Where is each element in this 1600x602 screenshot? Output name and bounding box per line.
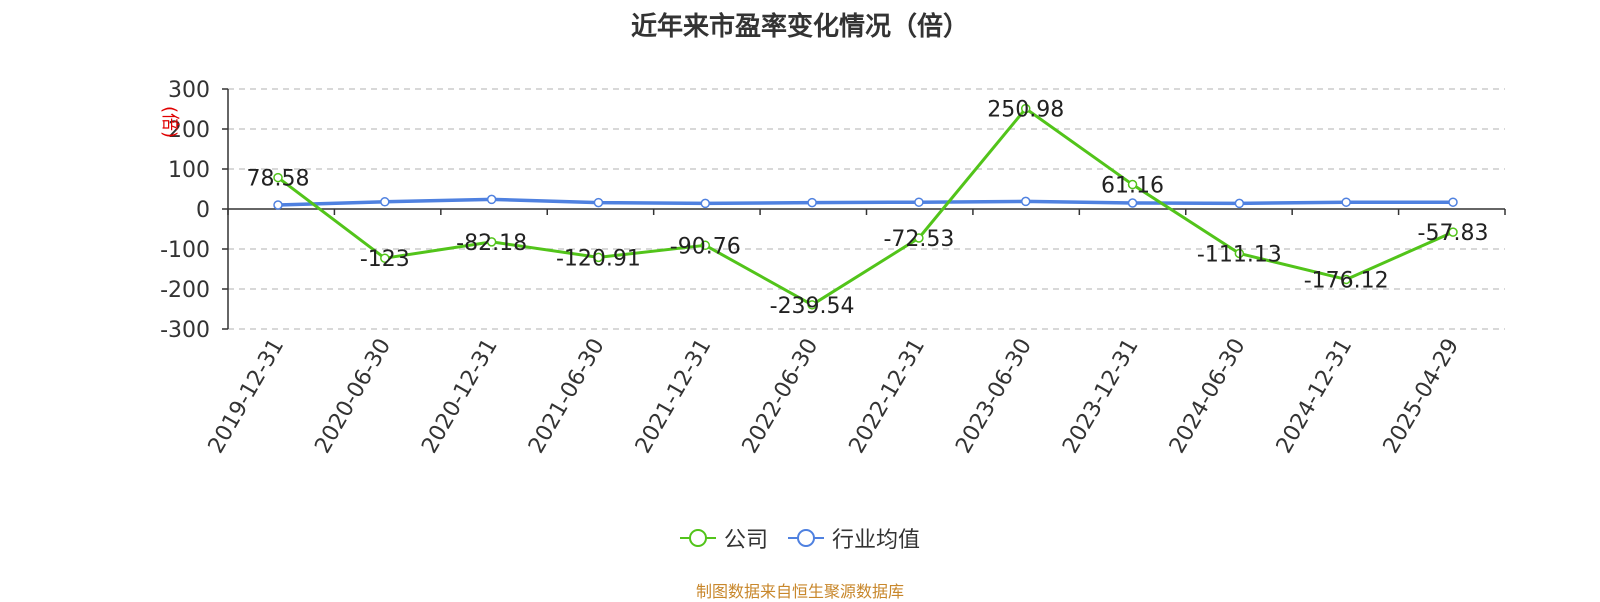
data-point bbox=[1341, 274, 1351, 285]
data-label: -239.54 bbox=[770, 294, 855, 319]
legend: 公司 行业均值 bbox=[0, 522, 1600, 554]
x-tick-label: 2022-06-30 bbox=[738, 335, 824, 458]
data-point bbox=[700, 198, 711, 209]
y-tick-label: -200 bbox=[160, 278, 210, 303]
x-tick-label: 2021-06-30 bbox=[524, 335, 610, 458]
data-point bbox=[1234, 198, 1245, 209]
data-point bbox=[486, 237, 497, 247]
data-point bbox=[914, 233, 924, 243]
y-tick-label: -100 bbox=[160, 238, 210, 263]
legend-item-company[interactable]: 公司 bbox=[679, 522, 768, 554]
data-label: -90.76 bbox=[670, 234, 741, 259]
data-label: -57.83 bbox=[1418, 221, 1489, 246]
x-tick-label: 2021-12-31 bbox=[631, 335, 717, 458]
source-note: 制图数据来自恒生聚源数据库 bbox=[695, 582, 904, 601]
data-label: -123 bbox=[360, 247, 410, 272]
x-tick-label: 2024-06-30 bbox=[1165, 335, 1251, 458]
data-point bbox=[807, 300, 817, 310]
data-label: -72.53 bbox=[883, 227, 954, 252]
legend-item-industry-average[interactable]: 行业均值 bbox=[788, 522, 920, 554]
data-point bbox=[1127, 198, 1138, 208]
data-point bbox=[1234, 248, 1245, 259]
data-label: 61.16 bbox=[1101, 174, 1164, 199]
x-tick-label: 2023-12-31 bbox=[1058, 335, 1144, 458]
x-tick-label: 2020-12-31 bbox=[417, 335, 503, 458]
legend-label-industry-average: 行业均值 bbox=[832, 528, 921, 553]
data-point bbox=[1020, 196, 1031, 207]
data-point bbox=[486, 194, 497, 205]
x-tick-label: 2020-06-30 bbox=[310, 335, 396, 458]
y-tick-label: 100 bbox=[168, 158, 210, 183]
legend-industry-average-icon bbox=[788, 529, 824, 547]
data-point bbox=[1341, 197, 1351, 207]
legend-label-company: 公司 bbox=[723, 528, 768, 553]
data-point bbox=[914, 197, 924, 207]
series-line-industry-average bbox=[277, 197, 1453, 207]
series-lines bbox=[273, 103, 1458, 310]
x-tick-label: 2019-12-31 bbox=[204, 335, 290, 458]
y-tick-label: -300 bbox=[160, 318, 210, 343]
data-label: 250.98 bbox=[987, 98, 1064, 123]
data-point bbox=[1448, 227, 1458, 237]
data-point bbox=[593, 252, 604, 263]
data-label: -120.91 bbox=[556, 246, 641, 271]
data-point bbox=[700, 240, 711, 251]
data-label: -176.12 bbox=[1304, 268, 1389, 293]
x-tick-label: 2022-12-31 bbox=[845, 335, 931, 458]
data-labels: 78.58 -123 -82.18 -120.91 -90.76 -239.54 -72.5… bbox=[247, 98, 1489, 319]
data-point bbox=[1127, 179, 1138, 190]
data-point bbox=[807, 197, 817, 208]
legend-company-icon bbox=[679, 529, 716, 547]
y-axis-label: (倍) bbox=[159, 106, 180, 138]
y-tick-label: 200 bbox=[168, 118, 210, 143]
data-label: -111.13 bbox=[1197, 242, 1282, 267]
y-tick-label: 0 bbox=[196, 198, 210, 223]
y-tick-label: 300 bbox=[168, 78, 210, 103]
chart-title: 近年来市盈率变化情况（倍） bbox=[630, 12, 969, 42]
data-point bbox=[273, 172, 283, 183]
data-point bbox=[1020, 103, 1031, 114]
data-label: -82.18 bbox=[456, 231, 527, 256]
data-point bbox=[1448, 197, 1458, 207]
data-point bbox=[380, 197, 390, 207]
data-point bbox=[273, 200, 283, 210]
x-tick-label: 2025-04-29 bbox=[1379, 335, 1465, 458]
series-line-company bbox=[277, 107, 1454, 307]
data-point bbox=[593, 197, 604, 208]
data-point bbox=[380, 253, 390, 263]
x-tick-label: 2024-12-31 bbox=[1272, 335, 1358, 458]
data-label: 78.58 bbox=[247, 167, 310, 192]
x-tick-label: 2023-06-30 bbox=[951, 335, 1037, 458]
